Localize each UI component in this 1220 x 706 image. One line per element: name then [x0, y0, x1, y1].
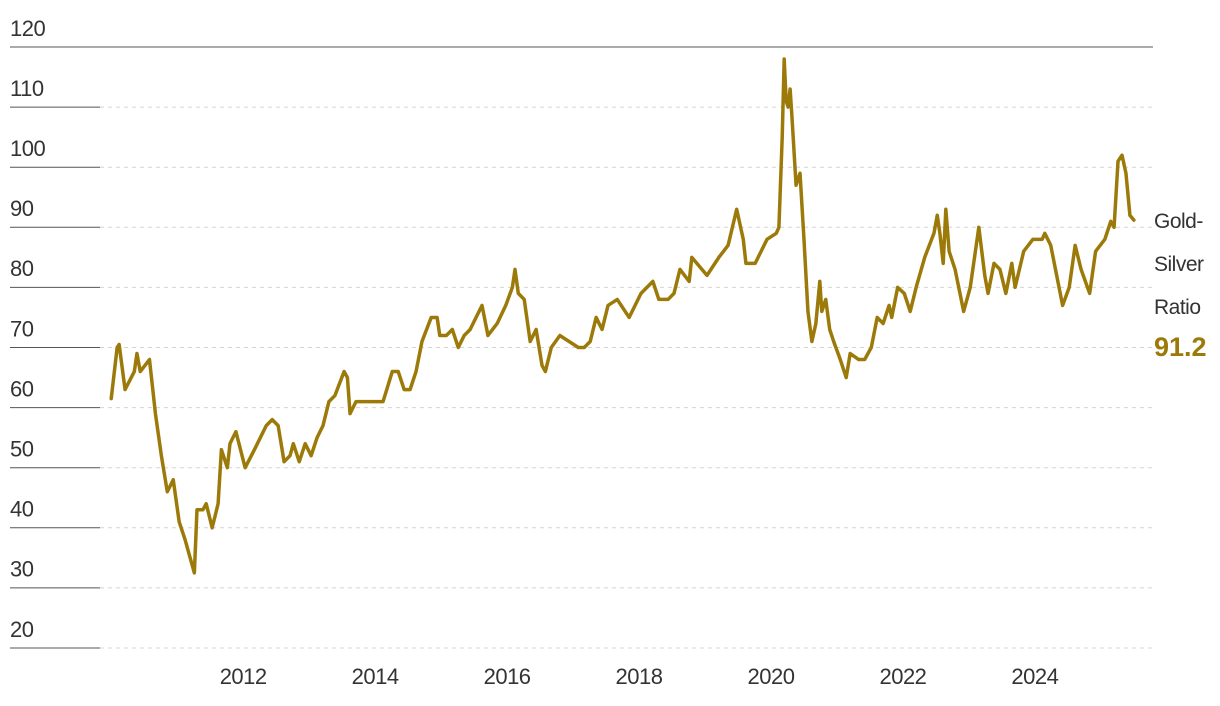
end-value-label: 91.2 — [1154, 332, 1207, 362]
y-tick-label: 80 — [10, 256, 34, 281]
y-tick-label: 120 — [10, 16, 45, 41]
y-tick-label: 60 — [10, 376, 34, 401]
y-tick-label: 100 — [10, 136, 45, 161]
y-tick-label: 20 — [10, 617, 34, 642]
x-tick-label: 2018 — [616, 664, 663, 689]
line — [109, 57, 1136, 575]
x-tick-label: 2014 — [352, 664, 399, 689]
y-tick-label: 50 — [10, 437, 34, 462]
y-tick-label: 70 — [10, 316, 34, 341]
series-label: Gold-Silver Ratio — [1154, 210, 1204, 319]
y-tick-label: 30 — [10, 557, 34, 582]
x-tick-label: 2016 — [484, 664, 531, 689]
y-tick-label: 110 — [10, 76, 44, 101]
x-tick-label: 2020 — [748, 664, 795, 689]
y-tick-label: 40 — [10, 497, 34, 522]
y-tick-label: 90 — [10, 196, 34, 221]
x-tick-label: 2022 — [879, 664, 926, 689]
x-tick-label: 2024 — [1011, 664, 1058, 689]
x-tick-label: 2012 — [220, 664, 267, 689]
